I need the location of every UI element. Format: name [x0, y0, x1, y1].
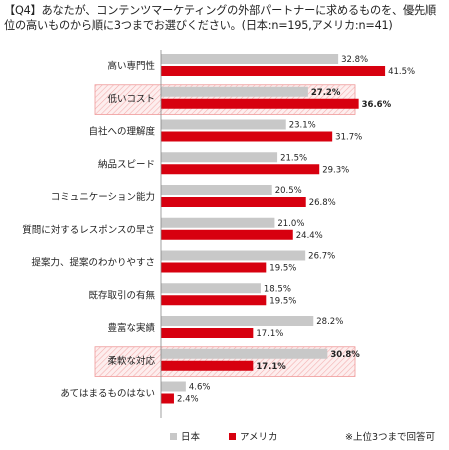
category-label: 低いコスト: [107, 93, 155, 105]
value-label-usa: 19.5%: [269, 296, 296, 306]
bar-japan: [161, 54, 339, 64]
category-label: コミュニケーション能力: [51, 191, 155, 203]
bar-japan: [161, 283, 261, 294]
value-label-usa: 26.8%: [309, 198, 336, 208]
value-label-usa: 41.5%: [388, 67, 415, 77]
value-label-japan: 4.6%: [189, 383, 211, 393]
value-label-usa: 31.7%: [335, 133, 362, 143]
bar-japan: [161, 185, 272, 195]
legend-item-japan: 日本: [170, 429, 200, 443]
bar-japan: [161, 250, 306, 261]
bar-usa: [161, 360, 254, 371]
bar-usa: [161, 197, 306, 207]
bar-japan: [161, 119, 286, 130]
legend-item-usa: アメリカ: [229, 429, 278, 443]
legend: 日本 アメリカ ※上位3つまで回答可: [0, 429, 449, 445]
value-label-japan: 26.7%: [308, 252, 335, 262]
value-label-usa: 17.1%: [256, 362, 286, 372]
bar-japan: [161, 152, 278, 163]
value-label-japan: 27.2%: [311, 88, 341, 98]
legend-swatch-usa: [229, 432, 236, 440]
value-label-japan: 30.8%: [330, 350, 360, 360]
value-label-japan: 28.2%: [316, 317, 343, 327]
bar-usa: [161, 262, 267, 273]
legend-swatch-japan: [170, 432, 177, 440]
category-label: 柔軟な対応: [107, 355, 155, 367]
bar-chart: 高い専門性 32.8% 41.5% 低いコスト 27.2% 36.6% 自社への理解度 23.…: [22, 50, 415, 418]
bar-japan: [161, 381, 186, 392]
category-label: 豊富な実績: [107, 322, 155, 334]
legend-note: ※上位3つまで回答可: [345, 432, 436, 443]
bar-usa: [161, 328, 254, 338]
legend-label-japan: 日本: [181, 432, 201, 443]
category-label: 提案力、提案のわかりやすさ: [31, 257, 155, 269]
bar-japan: [161, 348, 328, 359]
value-label-japan: 21.5%: [280, 153, 307, 163]
category-label: 既存取引の有無: [88, 289, 155, 301]
category-label: 自社への理解度: [88, 126, 155, 138]
bar-japan: [161, 86, 308, 97]
legend-label-usa: アメリカ: [240, 432, 278, 443]
value-label-japan: 32.8%: [341, 55, 368, 65]
bar-usa: [161, 98, 359, 109]
category-label: 納品スピード: [98, 158, 155, 170]
bar-usa: [161, 295, 267, 306]
category-label: 高い専門性: [107, 60, 155, 72]
value-label-japan: 18.5%: [264, 284, 291, 294]
bar-japan: [161, 217, 275, 228]
value-label-usa: 2.4%: [177, 395, 199, 405]
category-label: 質問に対するレスポンスの早さ: [22, 224, 155, 236]
bar-usa: [161, 229, 293, 240]
bar-usa: [161, 131, 333, 142]
bar-japan: [161, 316, 314, 326]
bar-usa: [161, 164, 320, 175]
value-label-japan: 23.1%: [289, 121, 316, 131]
category-label: あてはまるものはない: [60, 389, 155, 400]
value-label-japan: 20.5%: [275, 186, 302, 196]
value-label-japan: 21.0%: [277, 219, 304, 229]
value-label-usa: 29.3%: [322, 165, 349, 175]
bar-usa: [161, 66, 386, 76]
value-label-usa: 24.4%: [296, 231, 323, 241]
bar-usa: [161, 393, 174, 404]
value-label-usa: 17.1%: [256, 329, 283, 339]
value-label-usa: 19.5%: [269, 264, 296, 274]
value-label-usa: 36.6%: [362, 100, 392, 110]
chart-title: 【Q4】あなたが、コンテンツマーケティングの外部パートナーに求めるものを、優先順…: [4, 4, 436, 32]
